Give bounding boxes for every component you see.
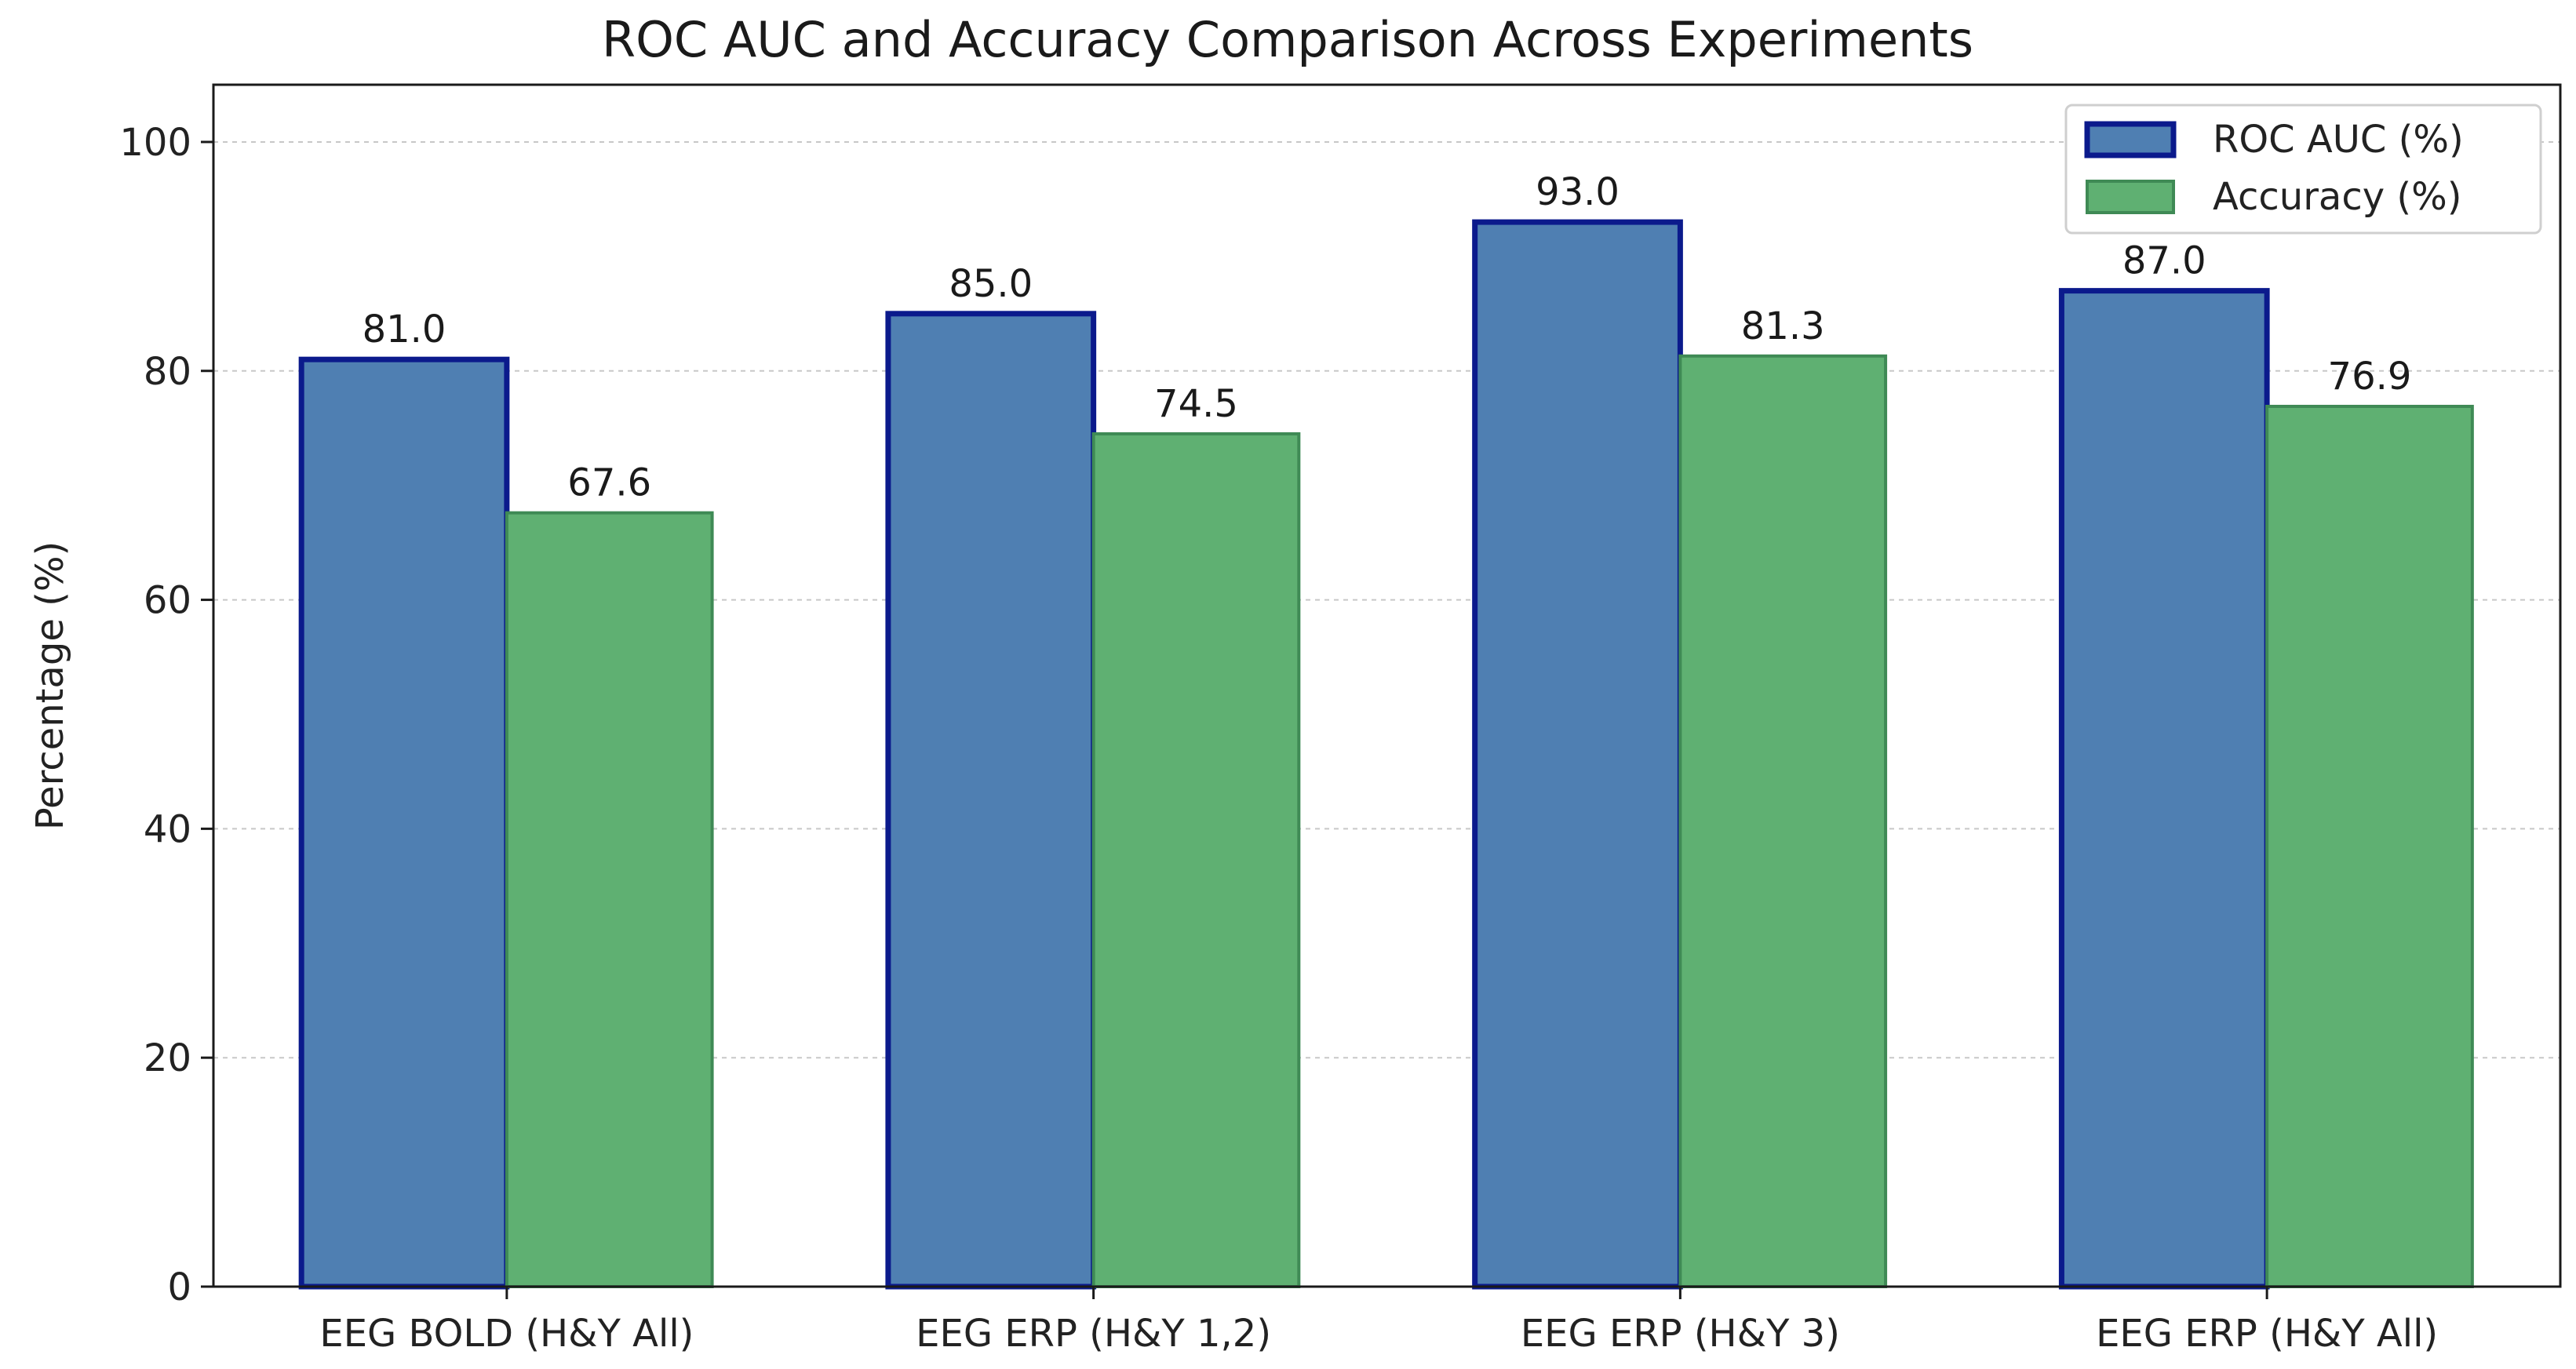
x-tick-label: EEG ERP (H&Y 3) [1521,1312,1840,1356]
y-tick-label: 60 [144,579,191,623]
bar-roc-auc [2058,288,2270,1290]
bar-accuracy [1678,354,1888,1288]
data-label-roc-auc: 85.0 [949,262,1033,306]
y-axis-ticks: 0 20 40 60 80 100 [119,121,213,1309]
y-tick-label: 0 [167,1265,191,1309]
legend-swatch-accuracy [2086,180,2175,214]
y-tick-label: 20 [144,1036,191,1080]
data-label-roc-auc: 87.0 [2122,239,2206,283]
x-tick-label: EEG ERP (H&Y All) [2096,1312,2438,1356]
y-tick-label: 40 [144,807,191,851]
x-tick-label: EEG BOLD (H&Y All) [319,1312,694,1356]
data-label-accuracy: 81.3 [1741,304,1825,348]
plot-frame [212,83,2562,1288]
y-tick-label: 80 [144,350,191,394]
data-label-roc-auc: 81.0 [363,308,446,351]
data-label-accuracy: 76.9 [2328,355,2412,399]
bar-accuracy [505,511,714,1288]
bar-accuracy [1091,432,1301,1288]
legend-label-roc-auc: ROC AUC (%) [2213,118,2464,162]
x-tick-label: EEG ERP (H&Y 1,2) [916,1312,1271,1356]
bar-roc-auc [298,356,510,1290]
bar-accuracy [2265,404,2474,1288]
legend: ROC AUC (%) Accuracy (%) [2064,104,2542,235]
chart-title: ROC AUC and Accuracy Comparison Across E… [602,11,1973,68]
bars [298,219,2474,1290]
legend-label-accuracy: Accuracy (%) [2213,175,2461,219]
data-label-roc-auc: 93.0 [1536,170,1620,214]
legend-frame [2064,104,2542,235]
y-axis-label: Percentage (%) [28,541,72,830]
legend-swatch-roc-auc [2084,121,2177,158]
x-axis-ticks: EEG BOLD (H&Y All) EEG ERP (H&Y 1,2) EEG E… [319,1287,2438,1356]
data-label-accuracy: 74.5 [1154,382,1238,426]
data-label-accuracy: 67.6 [567,461,651,505]
y-tick-label: 100 [119,121,191,165]
bar-roc-auc [1472,219,1683,1290]
bar-roc-auc [885,311,1097,1290]
data-labels: 81.0 67.6 85.0 74.5 93.0 81.3 87.0 76.9 [363,170,2412,505]
